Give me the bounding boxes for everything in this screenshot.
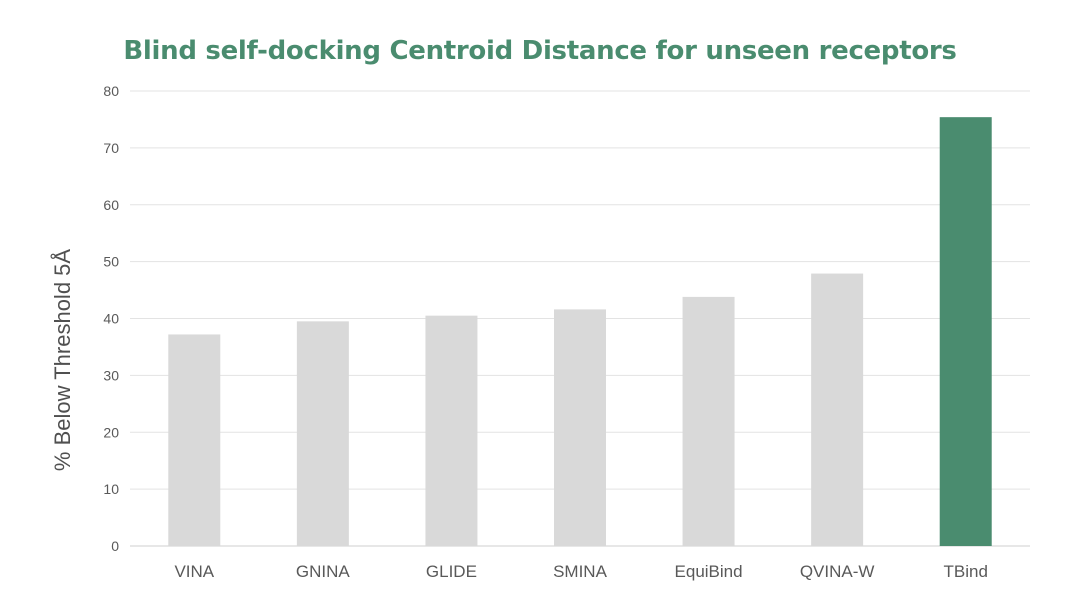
x-tick-labels: VINA GNINA GLIDE SMINA EquiBind QVINA-W TBind: [174, 562, 987, 581]
x-tick-label: GLIDE: [426, 562, 477, 581]
bar-smina: [554, 309, 606, 546]
x-tick-label: VINA: [174, 562, 214, 581]
bar-gnina: [296, 321, 349, 546]
chart-title: Blind self-docking Centroid Distance for…: [123, 36, 957, 66]
y-tick-label: 20: [103, 424, 119, 440]
y-tick-label: 50: [103, 254, 119, 270]
y-tick-label: 0: [111, 538, 119, 554]
x-tick-label: TBind: [944, 562, 988, 581]
y-tick-label: 30: [103, 367, 119, 383]
y-tick-label: 10: [103, 481, 119, 497]
bar-tbind: [939, 117, 992, 546]
bars: [168, 117, 992, 546]
x-tick-label: GNINA: [296, 562, 351, 581]
x-tick-label: SMINA: [553, 562, 608, 581]
y-tick-label: 40: [103, 311, 119, 327]
x-tick-label: QVINA-W: [800, 562, 875, 581]
bar-glide: [425, 315, 478, 546]
y-tick-label: 80: [103, 83, 119, 99]
bar-qvina-w: [811, 273, 864, 546]
y-tick-labels: 0 10 20 30 40 50 60 70 80: [103, 83, 119, 554]
y-tick-label: 70: [103, 140, 119, 156]
bar-equibind: [682, 296, 735, 546]
bar-vina: [168, 334, 221, 546]
x-tick-label: EquiBind: [675, 562, 743, 581]
y-tick-label: 60: [103, 197, 119, 213]
